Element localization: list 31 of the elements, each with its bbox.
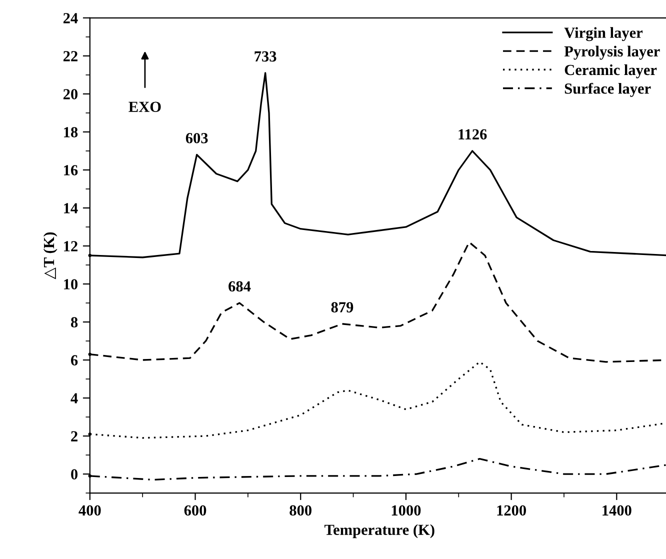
x-tick-label: 600 — [184, 505, 206, 516]
y-tick-label: 10 — [64, 279, 78, 290]
y-tick-label: 14 — [64, 203, 78, 214]
y-tick-label: 12 — [64, 241, 78, 252]
legend-label: Ceramic layer — [564, 64, 657, 78]
x-tick-label: 800 — [290, 505, 312, 516]
y-tick-label: 8 — [70, 317, 78, 328]
x-tick-label: 1000 — [392, 505, 421, 516]
x-tick-label: 400 — [78, 505, 101, 516]
annotation: 603 — [186, 132, 208, 144]
legend-label: Pyrolysis layer — [564, 46, 660, 60]
x-tick-label: 1400 — [602, 505, 632, 516]
y-tick-label: 6 — [70, 355, 78, 366]
legend-label: Surface layer — [564, 82, 651, 97]
y-tick-label: 20 — [63, 89, 78, 100]
y-tick-label: 0 — [71, 469, 78, 480]
y-tick-label: 24 — [63, 13, 78, 24]
annotation: 879 — [331, 302, 354, 312]
y-tick-label: 18 — [64, 127, 78, 138]
annotation: EXO — [128, 102, 161, 112]
annotation: 1126 — [458, 129, 487, 140]
y-tick-label: 2 — [71, 431, 78, 442]
legend-label: Virgin layer — [564, 27, 643, 42]
annotation: 733 — [254, 51, 276, 62]
y-tick-label: 4 — [70, 393, 78, 404]
y-tick-label: 22 — [63, 51, 78, 62]
y-axis-title: △T (K) — [43, 232, 58, 280]
x-tick-label: 1200 — [497, 505, 526, 516]
annotation: 684 — [228, 281, 251, 292]
y-tick-label: 16 — [64, 165, 78, 176]
x-axis-title: Temperature (K) — [324, 524, 434, 538]
